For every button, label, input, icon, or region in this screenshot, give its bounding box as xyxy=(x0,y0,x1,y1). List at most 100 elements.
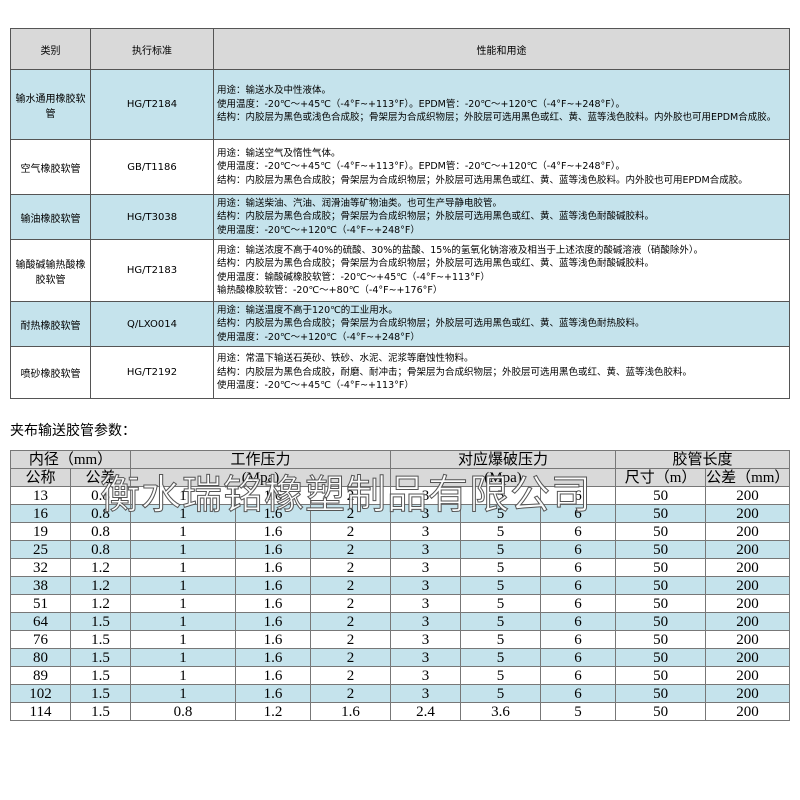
row: 空气橡胶软管 GB/T1186 用途：输送空气及惰性气体。使用温度：-20℃～+45… xyxy=(10,139,790,195)
cell: 1 xyxy=(130,612,236,631)
cell: 5 xyxy=(460,612,542,631)
cell: 3 xyxy=(390,648,462,667)
hose-types-table: 类别 执行标准 性能和用途 输水通用橡胶软管 HG/T2184 用途：输送水及中性液… xyxy=(10,28,790,399)
cell: 5 xyxy=(460,594,542,613)
sub-row: 公称 公差 (Mpa) (Mpa) 尺寸（m） 公差（mm） xyxy=(10,468,790,487)
description-line: 用途：输送水及中性液体。 xyxy=(217,85,332,97)
row: 89 1.5 1 1.6 2 3 5 6 50 200 xyxy=(10,666,790,685)
cell: 1 xyxy=(130,576,236,595)
description-line: 用途：输送空气及惰性气体。 xyxy=(217,147,341,159)
description-line: 结构：内胶层为黑色合成胶；骨架层为合成织物层；外胶层可选用黑色或红、黄、蓝等浅色… xyxy=(217,318,645,330)
description-line: 使用温度：-20℃～+45℃（-4°F~+113°F）。EPDM管：-20℃～+… xyxy=(217,98,625,110)
cell: 200 xyxy=(705,630,790,649)
cell: 5 xyxy=(460,648,542,667)
cell: 1.2 xyxy=(70,594,131,613)
row: 114 1.5 0.8 1.2 1.6 2.4 3.6 5 50 200 xyxy=(10,702,790,721)
cell: 19 xyxy=(10,522,71,541)
row: 输酸碱输热酸橡胶软管 HG/T2183 用途：输送浓度不高于40%的硫酸、30%的盐… xyxy=(10,239,790,302)
cell: 2 xyxy=(309,594,392,613)
cell: 200 xyxy=(705,486,790,505)
cell: 64 xyxy=(10,612,71,631)
cell: 80 xyxy=(10,648,71,667)
category: 空气橡胶软管 xyxy=(10,139,91,195)
cell: 50 xyxy=(615,684,707,703)
cell: 200 xyxy=(705,558,790,577)
description-line: 使用温度：-20℃～+120℃（-4°F~+248°F） xyxy=(217,224,420,236)
cell: 6 xyxy=(540,666,617,685)
description-line: 输热酸橡胶软管：-20℃～+80℃（-4°F~+176°F） xyxy=(217,285,443,296)
cell: 2 xyxy=(309,666,392,685)
cell: 2 xyxy=(309,540,392,559)
cell: 5 xyxy=(460,630,542,649)
cell: 1 xyxy=(130,504,236,523)
cell: 50 xyxy=(615,558,707,577)
standard: HG/T2183 xyxy=(90,239,214,302)
cell: 6 xyxy=(540,630,617,649)
cell: 3 xyxy=(390,594,462,613)
cell: 1.6 xyxy=(235,576,311,595)
cell: 2 xyxy=(309,684,392,703)
sub-header: (Mpa) xyxy=(129,468,392,487)
cell: 50 xyxy=(615,522,707,541)
cell: 1.5 xyxy=(70,666,131,685)
cell: 2 xyxy=(309,630,392,649)
description-line: 使用温度：-20℃～+45℃（-4°F~+113°F）。EPDM管：-20℃～+… xyxy=(217,161,625,173)
cell: 1.6 xyxy=(235,612,311,631)
cell: 0.8 xyxy=(70,486,131,505)
cell: 50 xyxy=(615,630,707,649)
group-header: 胶管长度 xyxy=(615,450,790,469)
description: 用途：输送柴油、汽油、润滑油等矿物油类。也可生产导静电胶管。 结构：内胶层为黑色合… xyxy=(213,194,790,240)
cell: 1.6 xyxy=(235,630,311,649)
cell: 3 xyxy=(390,684,462,703)
description: 用途：输送温度不高于120℃的工业用水。 结构：内胶层为黑色合成胶；骨架层为合成织… xyxy=(213,301,790,347)
cell: 5 xyxy=(460,576,542,595)
cell: 50 xyxy=(615,486,707,505)
cell: 200 xyxy=(705,522,790,541)
cell: 200 xyxy=(705,684,790,703)
cell: 200 xyxy=(705,576,790,595)
cell: 200 xyxy=(705,666,790,685)
cell: 38 xyxy=(10,576,71,595)
cell: 3.6 xyxy=(460,702,542,721)
section-title: 夹布输送胶管参数： xyxy=(10,423,136,439)
cell: 1 xyxy=(130,522,236,541)
row: 102 1.5 1 1.6 2 3 5 6 50 200 xyxy=(10,684,790,703)
group-header: 工作压力 xyxy=(129,450,392,469)
standard: HG/T2192 xyxy=(90,346,214,399)
header: 性能和用途 xyxy=(213,28,790,70)
cell: 1.6 xyxy=(235,558,311,577)
cell: 1.6 xyxy=(309,702,392,721)
cell: 25 xyxy=(10,540,71,559)
cell: 1 xyxy=(130,540,236,559)
category: 喷砂橡胶软管 xyxy=(10,346,91,399)
cell: 102 xyxy=(10,684,71,703)
standard: GB/T1186 xyxy=(90,139,214,195)
description: 用途：输送空气及惰性气体。使用温度：-20℃～+45℃（-4°F~+113°F）… xyxy=(213,139,790,195)
cell: 50 xyxy=(615,504,707,523)
cell: 1.6 xyxy=(235,684,311,703)
cell: 51 xyxy=(10,594,71,613)
cell: 1.6 xyxy=(235,522,311,541)
cell: 50 xyxy=(615,594,707,613)
header-row: 类别 执行标准 性能和用途 xyxy=(10,28,790,70)
description-line: 结构：内胶层为黑色合成胶；骨架层为合成织物层；外胶层可选用黑色或红、黄、蓝等浅色… xyxy=(217,174,748,186)
row: 输油橡胶软管 HG/T3038 用途：输送柴油、汽油、润滑油等矿物油类。也可生产导静… xyxy=(10,194,790,240)
group-header: 内径（mm） xyxy=(10,450,131,469)
row: 76 1.5 1 1.6 2 3 5 6 50 200 xyxy=(10,630,790,649)
cell: 3 xyxy=(390,558,462,577)
row: 51 1.2 1 1.6 2 3 5 6 50 200 xyxy=(10,594,790,613)
cell: 5 xyxy=(460,666,542,685)
cell: 3 xyxy=(390,576,462,595)
description-line: 结构：内胶层为黑色合成胶；骨架层为合成织物层；外胶层可选用黑色或红、黄、蓝等浅色… xyxy=(217,211,655,223)
cell: 5 xyxy=(460,684,542,703)
cell: 3 xyxy=(390,486,462,505)
row: 19 0.8 1 1.6 2 3 5 6 50 200 xyxy=(10,522,790,541)
cell: 6 xyxy=(540,648,617,667)
cell: 1.5 xyxy=(70,648,131,667)
cell: 1.5 xyxy=(70,612,131,631)
category: 输水通用橡胶软管 xyxy=(10,69,91,140)
cell: 1 xyxy=(130,648,236,667)
cell: 6 xyxy=(540,594,617,613)
cell: 1.2 xyxy=(70,576,131,595)
